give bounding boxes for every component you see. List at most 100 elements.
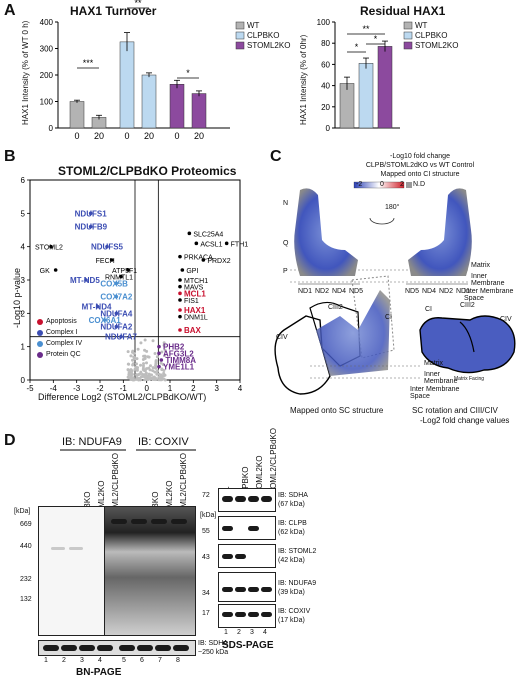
b-point-bg	[131, 362, 135, 366]
legend-b-proteinqc: Protein QC	[46, 351, 81, 358]
bn-blot-sdha	[38, 640, 196, 656]
rot-caption-1: SC rotation and CIII/CIV	[412, 406, 498, 415]
scale-nd: N.D	[413, 181, 426, 188]
b-point	[49, 244, 53, 249]
a2-ytick-label: 40	[321, 82, 330, 91]
sds-lane-num-4: 4	[263, 629, 267, 636]
b-point	[53, 268, 58, 272]
b-point	[157, 344, 161, 349]
bn-lane-num-8: 8	[176, 657, 180, 664]
bn-sdha-size: ~250 kDa	[198, 649, 229, 656]
b-ytick-label: 3	[21, 276, 26, 285]
bn-caption: BN-PAGE	[76, 667, 122, 678]
b-point-bg	[147, 355, 151, 359]
b-point-bg	[145, 374, 149, 378]
a1-xtick-label: 20	[194, 131, 204, 141]
b-point-bg	[153, 352, 157, 356]
bn-lane-num-3: 3	[80, 657, 84, 664]
band	[235, 587, 246, 592]
b-point-bg	[127, 375, 131, 379]
b-point-bg	[126, 350, 130, 354]
band	[79, 645, 95, 651]
b-point-bg	[160, 367, 164, 371]
b-point-label: MT-ND5	[70, 276, 100, 285]
sds-lane-num-2: 2	[237, 629, 241, 636]
b-point	[88, 224, 93, 229]
sds-blot-ndufa9	[218, 572, 276, 602]
b-point-bg	[143, 348, 147, 352]
b-point-label: ACSL1	[200, 241, 222, 248]
b-point-label: YME1L1	[163, 363, 195, 372]
rot-label-ci: CI	[425, 306, 432, 313]
a2-ytick-label: 60	[321, 60, 330, 69]
module-r4: ND1	[456, 288, 471, 295]
b-point-bg	[163, 348, 167, 352]
b-point-bg	[137, 378, 141, 382]
chart-b-title: STOML2/CLPBdKO Proteomics	[58, 164, 237, 178]
module-r2: ND4	[422, 288, 437, 295]
b-point-bg	[153, 370, 157, 374]
b-point-bg	[145, 367, 149, 371]
matrix-facing: Matrix Facing	[454, 376, 485, 382]
b-point-bg	[135, 373, 139, 377]
b-point-bg	[160, 350, 164, 354]
b-point-label: AFG3L2	[163, 349, 194, 358]
b-point-label: PRKACA	[184, 255, 213, 262]
b-point	[178, 291, 182, 296]
chart-b-xlabel: Difference Log2 (STOML2/CLPBdKO/WT)	[38, 392, 207, 402]
a2-ytick-label: 20	[321, 103, 330, 112]
panel-c-title-1: -Log10 fold change	[390, 153, 450, 160]
b-point-label: FTH1	[231, 241, 249, 248]
b-point	[109, 258, 114, 262]
legend-b-complex1: Complex I	[46, 329, 78, 336]
band	[119, 645, 135, 651]
b-xtick-label: 3	[214, 384, 219, 393]
band	[111, 519, 127, 524]
sds-ib-ndufa9-size: (39 kDa)	[278, 589, 305, 596]
b-point-bg	[132, 357, 136, 361]
b-point-bg	[143, 357, 147, 361]
b-point	[114, 311, 119, 316]
band	[248, 587, 259, 592]
b-point-label: PHB2	[163, 343, 185, 352]
b-point-bg	[162, 343, 166, 347]
sds-ladder-72: 72	[202, 492, 210, 499]
b-point-label: MAVS	[184, 285, 204, 292]
bn-lane-num-6: 6	[140, 657, 144, 664]
b-point-bg	[129, 377, 133, 381]
sc-inner: Inner Membrane	[424, 371, 458, 385]
band	[131, 519, 147, 524]
b-point	[178, 298, 182, 302]
sc-caption: Mapped onto SC structure	[290, 406, 384, 415]
b-point-bg	[142, 354, 146, 358]
b-point-label: RNMTL1	[105, 275, 133, 282]
band	[61, 645, 77, 651]
band	[248, 496, 259, 502]
b-point-bg	[129, 370, 133, 374]
sds-kda: [kDa]	[200, 512, 217, 519]
b-point-bg	[141, 374, 145, 378]
axis-q: Q	[283, 240, 289, 247]
b-point-bg	[150, 373, 154, 377]
panel-c-svg	[274, 181, 516, 395]
sds-ib-sdha: IB: SDHA	[278, 492, 308, 499]
b-point	[114, 324, 119, 329]
b-point	[180, 268, 185, 272]
sds-ib-coxiv: IB: COXIV	[278, 608, 311, 615]
legend-a2-stoml2: STOML2KO	[415, 41, 459, 50]
b-xtick-label: -5	[26, 384, 34, 393]
b-ytick-label: 0	[21, 376, 26, 385]
sc-label-ci: CI	[385, 314, 392, 321]
band	[235, 496, 246, 502]
a1-sig-label: ***	[83, 58, 94, 68]
b-point-label: STOML2	[35, 245, 63, 252]
axis-p: P	[283, 268, 288, 275]
b-point-bg	[154, 359, 158, 363]
a1-ytick-label: 300	[40, 45, 54, 54]
band	[151, 519, 167, 524]
sds-lane-num-3: 3	[250, 629, 254, 636]
b-point-bg	[141, 366, 145, 370]
sc-ims: Inter Membrane Space	[410, 386, 460, 400]
b-point-label: COX7A2	[100, 293, 133, 302]
